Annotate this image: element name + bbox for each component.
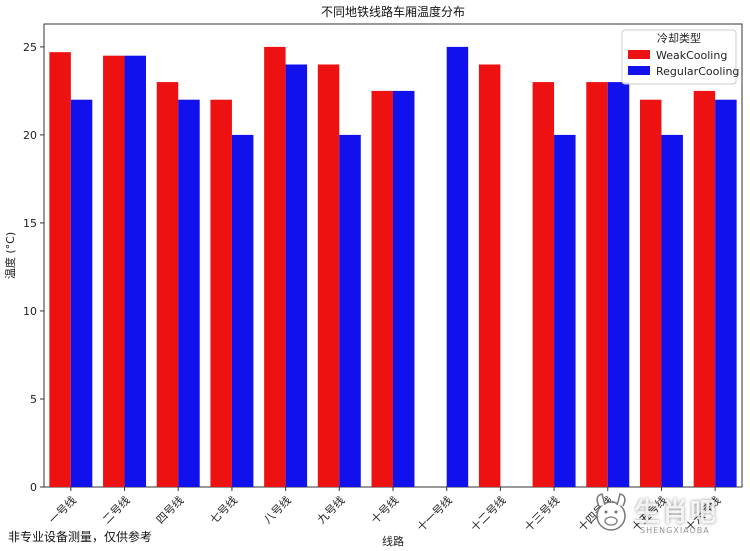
legend-label-weakcooling: WeakCooling (656, 49, 727, 62)
x-tick-label: 二号线 (99, 493, 132, 526)
chart-title: 不同地铁线路车厢温度分布 (321, 4, 465, 19)
x-tick-label: 十二号线 (467, 493, 508, 534)
legend-box (621, 29, 737, 85)
watermark-logo-icon (596, 493, 626, 531)
footnote: 非专业设备测量，仅供参考 (8, 530, 153, 544)
bar-weakcooling-4 (264, 46, 286, 488)
watermark-text: 生肖吧 (634, 498, 719, 528)
x-tick-label: 四号线 (153, 493, 186, 526)
x-tick-label: 九号线 (314, 493, 347, 526)
bar-regularcooling-9 (554, 134, 576, 487)
bar-regularcooling-3 (231, 134, 254, 487)
x-tick-label: 十三号线 (521, 493, 562, 534)
y-tick-label: 5 (30, 393, 37, 406)
bar-weakcooling-1 (103, 55, 125, 488)
bar-regularcooling-11 (661, 134, 683, 487)
x-tick-label: 八号线 (261, 493, 294, 526)
bar-regularcooling-7 (446, 46, 469, 488)
bar-regularcooling-12 (715, 99, 737, 488)
bar-weakcooling-2 (156, 82, 179, 487)
legend-swatch-weakcooling (628, 50, 650, 59)
bar-regularcooling-6 (393, 90, 415, 487)
bar-weakcooling-0 (49, 52, 71, 488)
watermark-subtext: SHENGXIAOBA (640, 526, 710, 535)
watermark: 生肖吧 SHENGXIAOBA (590, 490, 740, 540)
x-tick-label: 七号线 (207, 493, 240, 526)
bar-weakcooling-5 (317, 64, 340, 488)
x-tick-label: 一号线 (46, 493, 79, 526)
bar-regularcooling-5 (339, 134, 361, 487)
x-axis-label: 线路 (382, 534, 404, 548)
x-tick-label: 十一号线 (414, 493, 455, 534)
y-tick-label: 25 (23, 41, 37, 54)
bar-weakcooling-12 (693, 90, 716, 487)
bar-regularcooling-1 (124, 55, 147, 488)
bar-weakcooling-10 (586, 82, 608, 487)
legend-title: 冷却类型 (657, 31, 701, 45)
y-tick-label: 20 (23, 129, 37, 142)
legend-swatch-regularcooling (628, 66, 650, 75)
bar-weakcooling-8 (478, 64, 501, 488)
bar-regularcooling-4 (285, 64, 308, 488)
bar-weakcooling-9 (532, 82, 555, 487)
bar-weakcooling-3 (210, 99, 232, 488)
bar-weakcooling-11 (639, 99, 662, 488)
y-axis-label: 温度 (°C) (3, 232, 17, 279)
y-tick-label: 10 (23, 305, 37, 318)
y-tick-label: 0 (30, 481, 37, 494)
bar-regularcooling-10 (607, 82, 630, 487)
bar-regularcooling-0 (70, 99, 93, 488)
y-tick-label: 15 (23, 217, 37, 230)
x-tick-label: 十号线 (368, 493, 401, 526)
bar-regularcooling-2 (178, 99, 200, 488)
bar-weakcooling-6 (371, 90, 393, 487)
legend-label-regularcooling: RegularCooling (656, 65, 739, 78)
